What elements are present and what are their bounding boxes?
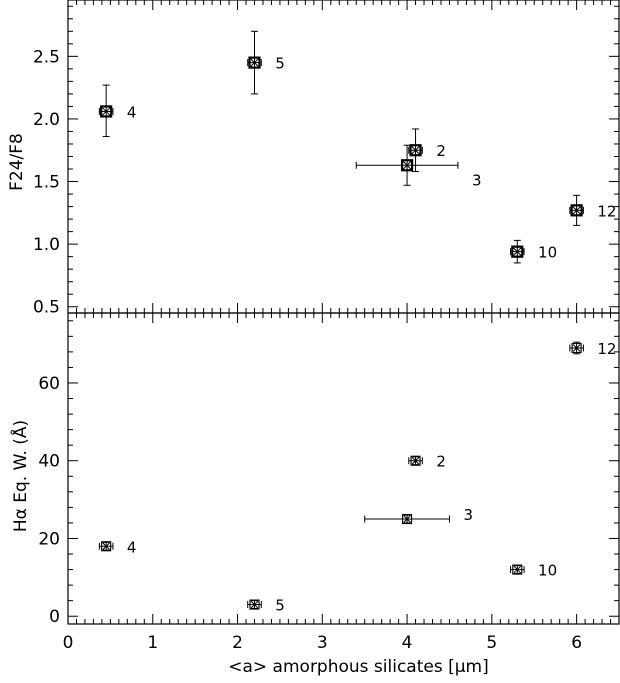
- y-tick-label: 1.0: [33, 235, 60, 255]
- point-label: 5: [275, 597, 285, 615]
- point-label: 10: [538, 244, 557, 262]
- x-tick-label: 5: [486, 633, 497, 653]
- point-marker-cross: [513, 565, 522, 574]
- y-tick-label: 60: [38, 374, 60, 394]
- data-point-12: 12: [569, 194, 616, 226]
- data-point-12: 12: [569, 340, 616, 358]
- data-point-5: 5: [247, 597, 285, 615]
- point-marker: [571, 342, 582, 354]
- f24-f8-panel: 0.5 1.0 1.5 2.0 2.5 F24/F8 4 5 2 3 10 12: [7, 0, 620, 318]
- y-tick-label: 0.5: [33, 298, 60, 318]
- point-label: 3: [472, 171, 482, 189]
- data-point-2: 2: [408, 128, 446, 173]
- y-tick-label: 0: [49, 607, 60, 627]
- y-tick-label: 2.5: [33, 47, 60, 67]
- x-tick-label: 4: [402, 633, 413, 653]
- y-axis-label: F24/F8: [7, 133, 27, 191]
- point-label: 3: [463, 506, 473, 524]
- point-marker: [249, 599, 260, 610]
- data-point-3: 3: [355, 144, 482, 189]
- point-marker-cross: [101, 107, 111, 116]
- point-label: 4: [127, 538, 137, 556]
- point-marker: [101, 541, 112, 552]
- data-point-4: 4: [98, 538, 137, 556]
- y-tick-label: 20: [38, 529, 60, 549]
- data-point-10: 10: [509, 562, 557, 580]
- point-marker: [402, 513, 413, 525]
- x-tick-label: 6: [571, 633, 582, 653]
- point-marker-cross: [102, 542, 110, 551]
- point-marker-cross: [402, 160, 412, 170]
- point-marker: [248, 56, 261, 69]
- point-marker: [409, 144, 422, 157]
- point-label: 4: [127, 103, 137, 121]
- point-label: 12: [597, 340, 616, 358]
- point-marker-cross: [512, 247, 522, 257]
- point-marker: [570, 204, 583, 217]
- plot-frame: [67, 0, 620, 314]
- point-label: 2: [436, 142, 446, 160]
- point-marker-cross: [411, 145, 420, 155]
- y-tick-label: 2.0: [33, 110, 60, 130]
- data-point-10: 10: [509, 239, 557, 264]
- point-marker-cross: [250, 600, 259, 609]
- data-point-4: 4: [98, 84, 137, 137]
- data-point-5: 5: [247, 30, 285, 95]
- point-label: 10: [538, 562, 557, 580]
- point-marker: [511, 245, 524, 258]
- point-marker: [400, 159, 414, 172]
- point-marker: [100, 105, 113, 118]
- data-point-2: 2: [408, 453, 446, 471]
- x-tick-label: 0: [63, 633, 74, 653]
- point-label: 2: [436, 453, 446, 471]
- point-marker: [410, 455, 421, 466]
- x-tick-label: 3: [317, 633, 328, 653]
- y-axis-label: Hα Eq. W. (Å): [9, 420, 31, 532]
- x-tick-label: 2: [232, 633, 243, 653]
- point-label: 12: [597, 202, 616, 220]
- point-marker-cross: [403, 515, 411, 523]
- data-point-3: 3: [364, 506, 473, 525]
- x-tick-label: 1: [147, 633, 158, 653]
- plot-frame: [67, 312, 620, 625]
- point-marker-cross: [572, 344, 581, 352]
- x-axis-label: <a> amorphous silicates [μm]: [228, 657, 489, 677]
- point-label: 5: [275, 55, 285, 73]
- point-marker-cross: [250, 58, 259, 67]
- y-tick-label: 40: [38, 452, 60, 472]
- point-marker-cross: [411, 456, 420, 465]
- y-tick-label: 1.5: [33, 173, 60, 193]
- point-marker: [512, 564, 523, 575]
- point-marker-cross: [572, 205, 581, 215]
